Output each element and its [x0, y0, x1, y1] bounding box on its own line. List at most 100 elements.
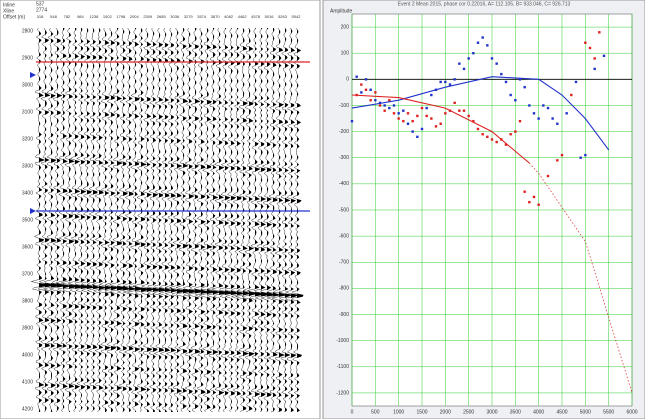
time-label: 2900 [22, 55, 33, 61]
point [514, 130, 516, 132]
x-tick-label: 1500 [416, 409, 427, 415]
point [383, 109, 385, 111]
time-label: 3400 [22, 190, 33, 196]
point [565, 112, 567, 114]
y-tick-label: 100 [341, 51, 350, 57]
point [477, 42, 479, 44]
point [472, 52, 474, 54]
point [533, 112, 535, 114]
point [435, 125, 437, 127]
point [505, 81, 507, 83]
y-tick-label: -700 [339, 260, 349, 266]
point [365, 78, 367, 80]
point [575, 81, 577, 83]
point [579, 157, 581, 159]
point [514, 99, 516, 101]
point [374, 99, 376, 101]
point [523, 86, 525, 88]
offset-label: 4082 [224, 14, 234, 19]
offset-label: 4462 [238, 14, 248, 19]
point [528, 201, 530, 203]
point [383, 104, 385, 106]
offset-label: 548 [50, 14, 57, 19]
point [584, 154, 586, 156]
point [467, 57, 469, 59]
point [481, 36, 483, 38]
x-tick-label: 3500 [510, 409, 521, 415]
point [495, 141, 497, 143]
point [523, 191, 525, 193]
point [570, 94, 572, 96]
point [393, 112, 395, 114]
y-tick-label: -900 [339, 312, 349, 318]
offset-label: 1798 [116, 14, 126, 19]
time-label: 4100 [22, 379, 33, 385]
point [491, 57, 493, 59]
point [355, 76, 357, 78]
x-tick-label: 3000 [486, 409, 497, 415]
point [416, 136, 418, 138]
time-label: 4000 [22, 352, 33, 358]
x-tick-label: 500 [371, 409, 380, 415]
offset-label: 5263 [278, 14, 288, 19]
offset-label: 3870 [211, 14, 221, 19]
point [477, 128, 479, 130]
offset-label: 2685 [157, 14, 167, 19]
point [547, 107, 549, 109]
time-label: 4200 [22, 406, 33, 412]
point [425, 115, 427, 117]
point [425, 107, 427, 109]
offset-label: 782 [64, 14, 71, 19]
y-tick-label: -400 [339, 181, 349, 187]
point [519, 120, 521, 122]
point [528, 104, 530, 106]
x-tick-label: 4000 [533, 409, 544, 415]
point [500, 73, 502, 75]
x-tick-label: 2500 [463, 409, 474, 415]
y-tick-label: -500 [339, 207, 349, 213]
page: {"seismic":{"header_labels":["Inline","X… [0, 0, 645, 419]
point [589, 47, 591, 49]
point [481, 133, 483, 135]
header-value: 2774 [36, 7, 47, 13]
x-tick-label: 1000 [393, 409, 404, 415]
point [407, 123, 409, 125]
time-label: 3600 [22, 244, 33, 250]
point [351, 120, 353, 122]
offset-label: 3036 [170, 14, 180, 19]
time-label: 2800 [22, 28, 33, 34]
point [463, 109, 465, 111]
time-label: 3000 [22, 82, 33, 88]
x-tick-label: 4500 [556, 409, 567, 415]
x-tick-label: 5500 [603, 409, 614, 415]
point [561, 154, 563, 156]
point [397, 117, 399, 119]
time-label: 3300 [22, 163, 33, 169]
offset-label: 5542 [292, 14, 302, 19]
offset-label: 984 [77, 14, 84, 19]
time-label: 3900 [22, 325, 33, 331]
point [365, 89, 367, 91]
y-tick-label: -1000 [336, 338, 349, 344]
point [397, 112, 399, 114]
y-tick-label: 0 [346, 77, 349, 83]
y-axis-label: Amplitude [330, 8, 352, 14]
point [593, 68, 595, 70]
offset-label: 3574 [197, 14, 207, 19]
point [411, 130, 413, 132]
point [430, 94, 432, 96]
point [458, 62, 460, 64]
point [603, 55, 605, 57]
point [444, 112, 446, 114]
offset-label: 318 [37, 14, 44, 19]
x-tick-label: 2000 [440, 409, 451, 415]
point [593, 57, 595, 59]
offset-label: 4578 [251, 14, 261, 19]
point [584, 42, 586, 44]
time-label: 3700 [22, 271, 33, 277]
point [360, 91, 362, 93]
y-tick-label: -1100 [337, 364, 350, 370]
y-tick-label: -600 [339, 233, 349, 239]
point [407, 112, 409, 114]
offset-label: 2309 [143, 14, 153, 19]
